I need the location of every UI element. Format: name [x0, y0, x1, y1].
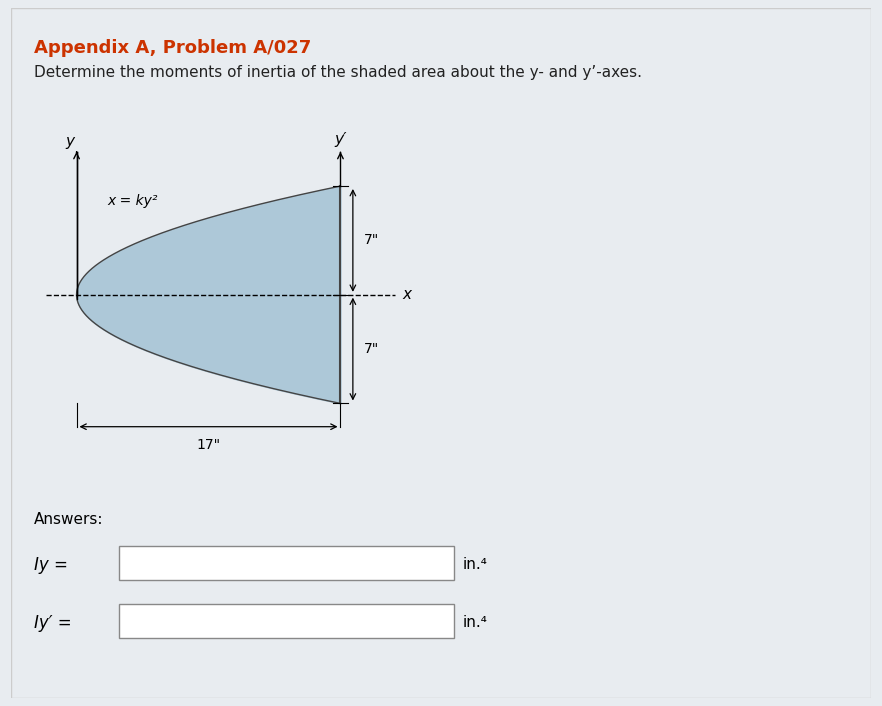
- Text: Answers:: Answers:: [34, 512, 103, 527]
- Text: Determine the moments of inertia of the shaded area about the y- and y’-axes.: Determine the moments of inertia of the …: [34, 65, 641, 80]
- Text: in.⁴: in.⁴: [463, 615, 488, 630]
- Text: in.⁴: in.⁴: [463, 557, 488, 573]
- Text: 17": 17": [197, 438, 220, 452]
- Text: x = ky²: x = ky²: [108, 193, 158, 208]
- Text: Iy =: Iy =: [34, 556, 67, 574]
- Text: 7": 7": [363, 234, 379, 247]
- Text: Appendix A, Problem A/027: Appendix A, Problem A/027: [34, 39, 310, 56]
- Text: x: x: [402, 287, 412, 302]
- Text: Iy′ =: Iy′ =: [34, 614, 71, 632]
- Text: y: y: [66, 133, 75, 149]
- Text: 7": 7": [363, 342, 379, 356]
- Text: y′: y′: [334, 132, 347, 147]
